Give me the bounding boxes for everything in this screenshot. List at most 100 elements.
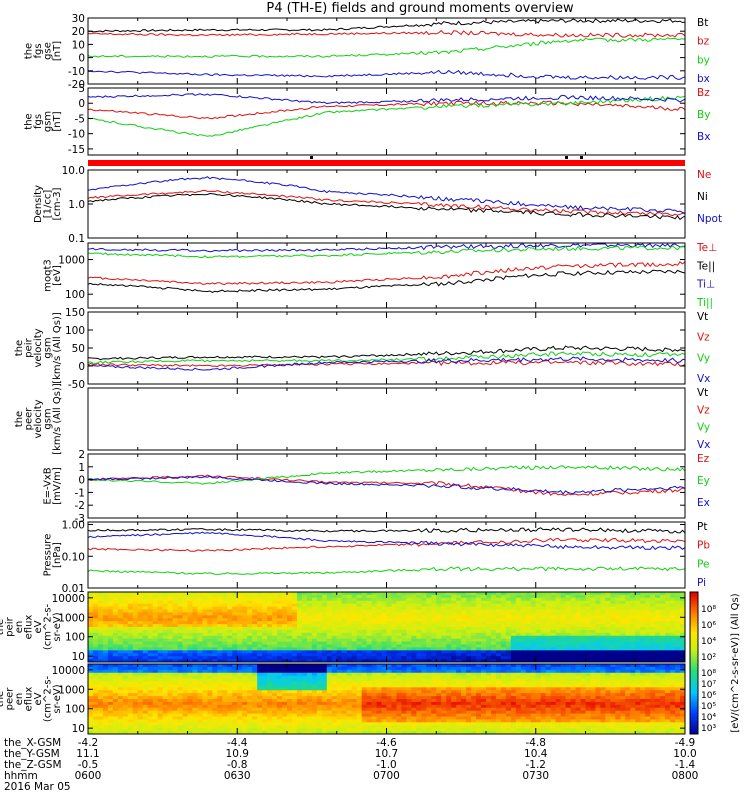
- heatmap-cell: [163, 633, 168, 636]
- heatmap-cell: [451, 639, 456, 642]
- heatmap-cell: [312, 630, 317, 633]
- heatmap-cell: [148, 684, 153, 687]
- heatmap-cell: [556, 633, 561, 636]
- heatmap-cell: [526, 604, 531, 607]
- heatmap-cell: [118, 702, 123, 705]
- heatmap-cell: [207, 699, 212, 702]
- heatmap-cell: [163, 682, 168, 685]
- heatmap-cell: [327, 604, 332, 607]
- heatmap-cell: [153, 653, 158, 656]
- heatmap-cell: [660, 615, 665, 618]
- heatmap-cell: [192, 708, 197, 711]
- heatmap-cell: [581, 630, 586, 633]
- heatmap-cell: [516, 624, 521, 627]
- heatmap-cell: [88, 627, 93, 630]
- heatmap-cell: [595, 639, 600, 642]
- heatmap-cell: [406, 595, 411, 598]
- heatmap-cell: [640, 607, 645, 610]
- heatmap-cell: [600, 645, 605, 648]
- heatmap-cell: [421, 610, 426, 613]
- heatmap-cell: [188, 642, 193, 645]
- heatmap-cell: [590, 650, 595, 653]
- heatmap-cell: [297, 699, 302, 702]
- heatmap-cell: [396, 604, 401, 607]
- heatmap-cell: [640, 653, 645, 656]
- heatmap-cell: [650, 647, 655, 650]
- heatmap-cell: [158, 645, 163, 648]
- heatmap-cell: [481, 633, 486, 636]
- heatmap-cell: [207, 612, 212, 615]
- heatmap-cell: [541, 653, 546, 656]
- heatmap-cell: [327, 650, 332, 653]
- heatmap-cell: [655, 595, 660, 598]
- heatmap-cell: [108, 612, 113, 615]
- heatmap-cell: [396, 615, 401, 618]
- heatmap-cell: [227, 673, 232, 676]
- heatmap-cell: [526, 630, 531, 633]
- heatmap-cell: [312, 684, 317, 687]
- heatmap-cell: [118, 728, 123, 731]
- heatmap-cell: [277, 656, 282, 659]
- heatmap-cell: [431, 636, 436, 639]
- heatmap-cell: [173, 693, 178, 696]
- heatmap-cell: [546, 615, 551, 618]
- heatmap-cell: [461, 630, 466, 633]
- heatmap-cell: [401, 690, 406, 693]
- heatmap-cell: [337, 684, 342, 687]
- heatmap-cell: [257, 708, 262, 711]
- heatmap-cell: [93, 598, 98, 601]
- heatmap-cell: [411, 719, 416, 722]
- heatmap-cell: [436, 604, 441, 607]
- heatmap-cell: [536, 653, 541, 656]
- ytick-label: 30: [72, 13, 85, 25]
- heatmap-cell: [327, 719, 332, 722]
- heatmap-cell: [416, 676, 421, 679]
- heatmap-cell: [297, 639, 302, 642]
- heatmap-cell: [337, 636, 342, 639]
- heatmap-cell: [277, 621, 282, 624]
- heatmap-cell: [511, 621, 516, 624]
- heatmap-cell: [282, 610, 287, 613]
- heatmap-cell: [103, 679, 108, 682]
- heatmap-cell: [222, 676, 227, 679]
- heatmap-cell: [416, 604, 421, 607]
- heatmap-cell: [377, 601, 382, 604]
- heatmap-cell: [133, 627, 138, 630]
- heatmap-cell: [168, 642, 173, 645]
- plot-title: P4 (TH-E) fields and ground moments over…: [266, 1, 574, 16]
- heatmap-cell: [143, 612, 148, 615]
- heatmap-cell: [605, 633, 610, 636]
- heatmap-cell: [297, 612, 302, 615]
- heatmap-cell: [561, 636, 566, 639]
- heatmap-cell: [411, 702, 416, 705]
- heatmap-cell: [426, 682, 431, 685]
- heatmap-cell: [183, 687, 188, 690]
- heatmap-cell: [610, 615, 615, 618]
- heatmap-cell: [571, 639, 576, 642]
- heatmap-cell: [406, 725, 411, 728]
- heatmap-cell: [128, 610, 133, 613]
- heatmap-cell: [183, 633, 188, 636]
- heatmap-cell: [108, 653, 113, 656]
- heatmap-cell: [158, 633, 163, 636]
- heatmap-cell: [123, 719, 128, 722]
- heatmap-cell: [277, 719, 282, 722]
- heatmap-cell: [158, 719, 163, 722]
- heatmap-cell: [526, 624, 531, 627]
- heatmap-cell: [277, 725, 282, 728]
- heatmap-cell: [561, 645, 566, 648]
- heatmap-cell: [287, 645, 292, 648]
- heatmap-cell: [486, 639, 491, 642]
- heatmap-cell: [322, 642, 327, 645]
- heatmap-cell: [337, 612, 342, 615]
- ylabel-line: [km/s (All Qs)]: [52, 312, 63, 384]
- heatmap-cell: [237, 693, 242, 696]
- heatmap-cell: [615, 612, 620, 615]
- heatmap-cell: [491, 601, 496, 604]
- heatmap-cell: [317, 610, 322, 613]
- heatmap-cell: [168, 705, 173, 708]
- heatmap-cell: [342, 595, 347, 598]
- heatmap-cell: [272, 610, 277, 613]
- heatmap-cell: [322, 696, 327, 699]
- heatmap-cell: [377, 696, 382, 699]
